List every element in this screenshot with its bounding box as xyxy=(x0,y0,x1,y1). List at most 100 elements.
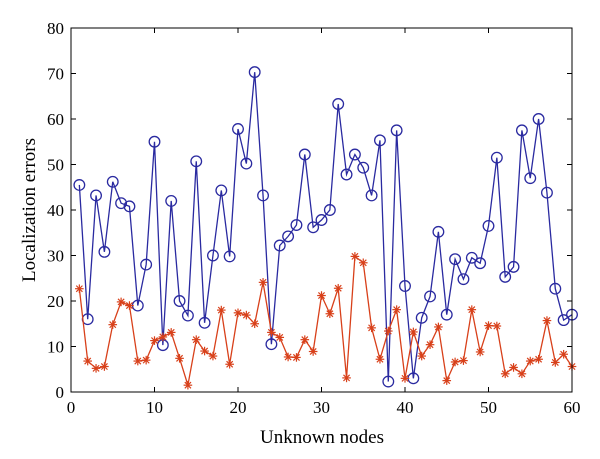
data-point xyxy=(367,323,376,333)
y-tick-label: 70 xyxy=(47,65,64,84)
y-axis-title: Localization errors xyxy=(19,138,40,282)
data-point xyxy=(248,66,261,79)
x-tick-label: 30 xyxy=(313,398,330,417)
data-point xyxy=(225,359,234,369)
data-point xyxy=(73,179,86,191)
data-point xyxy=(465,251,478,264)
data-point xyxy=(98,245,111,258)
data-point xyxy=(484,321,493,330)
data-point xyxy=(442,376,452,385)
series-layer xyxy=(73,66,578,390)
data-point xyxy=(542,316,552,325)
data-point xyxy=(100,362,109,371)
data-point xyxy=(482,219,495,232)
data-point xyxy=(325,309,335,319)
data-point xyxy=(173,295,186,307)
data-point xyxy=(449,253,462,266)
data-point xyxy=(292,353,301,362)
data-point xyxy=(551,358,560,367)
data-point xyxy=(415,311,428,324)
data-point xyxy=(108,320,118,329)
data-point xyxy=(457,273,470,286)
y-tick-label: 10 xyxy=(47,338,64,357)
data-point xyxy=(399,280,411,292)
data-point xyxy=(240,157,253,170)
data-point xyxy=(275,333,285,342)
data-point xyxy=(517,369,527,379)
data-point xyxy=(75,284,84,294)
data-point xyxy=(409,327,418,337)
x-tick-label: 40 xyxy=(397,398,414,417)
data-point xyxy=(323,204,336,216)
data-point xyxy=(233,308,243,318)
data-point xyxy=(106,175,119,188)
data-point xyxy=(150,336,159,345)
data-point xyxy=(348,148,361,161)
data-point xyxy=(298,148,311,161)
data-point xyxy=(425,340,435,349)
data-point xyxy=(232,123,244,135)
data-point xyxy=(340,168,353,181)
data-point xyxy=(342,373,351,383)
data-point xyxy=(492,321,502,331)
data-point xyxy=(208,351,218,361)
data-point xyxy=(541,186,553,199)
y-tick-label: 60 xyxy=(47,110,64,129)
data-point xyxy=(290,219,303,231)
data-point xyxy=(450,357,460,367)
data-point xyxy=(215,184,228,197)
data-point xyxy=(166,328,176,337)
data-point xyxy=(384,326,393,336)
data-point xyxy=(148,135,161,148)
data-point xyxy=(392,305,401,314)
axes-layer: 0 10 20 30 40 50 60 0 10 20 30 40 50 60 70 80 xyxy=(47,19,581,417)
data-point xyxy=(125,301,134,310)
data-point xyxy=(417,351,426,361)
data-point xyxy=(365,189,378,202)
data-point xyxy=(507,260,520,273)
data-point xyxy=(382,375,395,388)
data-point xyxy=(300,335,310,344)
data-point xyxy=(265,338,278,351)
data-point xyxy=(158,332,168,342)
data-point xyxy=(83,356,92,366)
data-point xyxy=(198,316,211,329)
data-point xyxy=(283,352,293,362)
x-tick-label: 60 xyxy=(564,398,581,417)
data-point xyxy=(308,347,318,356)
data-point xyxy=(90,189,103,202)
x-axis-title: Unknown nodes xyxy=(260,427,384,448)
data-point xyxy=(333,283,343,293)
data-point xyxy=(273,239,286,252)
y-tick-label: 50 xyxy=(47,156,64,175)
data-point xyxy=(475,347,485,357)
data-point xyxy=(181,309,194,322)
data-point xyxy=(200,346,209,356)
x-tick-label: 20 xyxy=(230,398,247,417)
data-point xyxy=(250,319,259,329)
data-point xyxy=(559,349,568,359)
data-point xyxy=(434,322,443,332)
data-point xyxy=(400,374,410,383)
series-2 xyxy=(75,252,577,390)
data-point xyxy=(524,172,537,185)
data-point xyxy=(190,155,203,168)
y-tick-label: 0 xyxy=(56,383,65,402)
data-point xyxy=(432,225,445,238)
data-point xyxy=(350,252,360,261)
y-tick-label: 20 xyxy=(47,292,64,311)
data-point xyxy=(467,305,477,314)
data-point xyxy=(91,364,101,373)
data-point xyxy=(217,305,226,315)
y-tick-label: 80 xyxy=(47,19,64,38)
data-point xyxy=(317,291,326,300)
data-point xyxy=(267,328,276,337)
x-tick-label: 0 xyxy=(67,398,76,417)
x-tick-label: 50 xyxy=(480,398,497,417)
data-point xyxy=(258,278,268,287)
data-point xyxy=(332,98,345,110)
data-point xyxy=(500,369,510,379)
data-point xyxy=(315,214,328,226)
data-point xyxy=(257,189,270,202)
data-point xyxy=(549,282,562,295)
